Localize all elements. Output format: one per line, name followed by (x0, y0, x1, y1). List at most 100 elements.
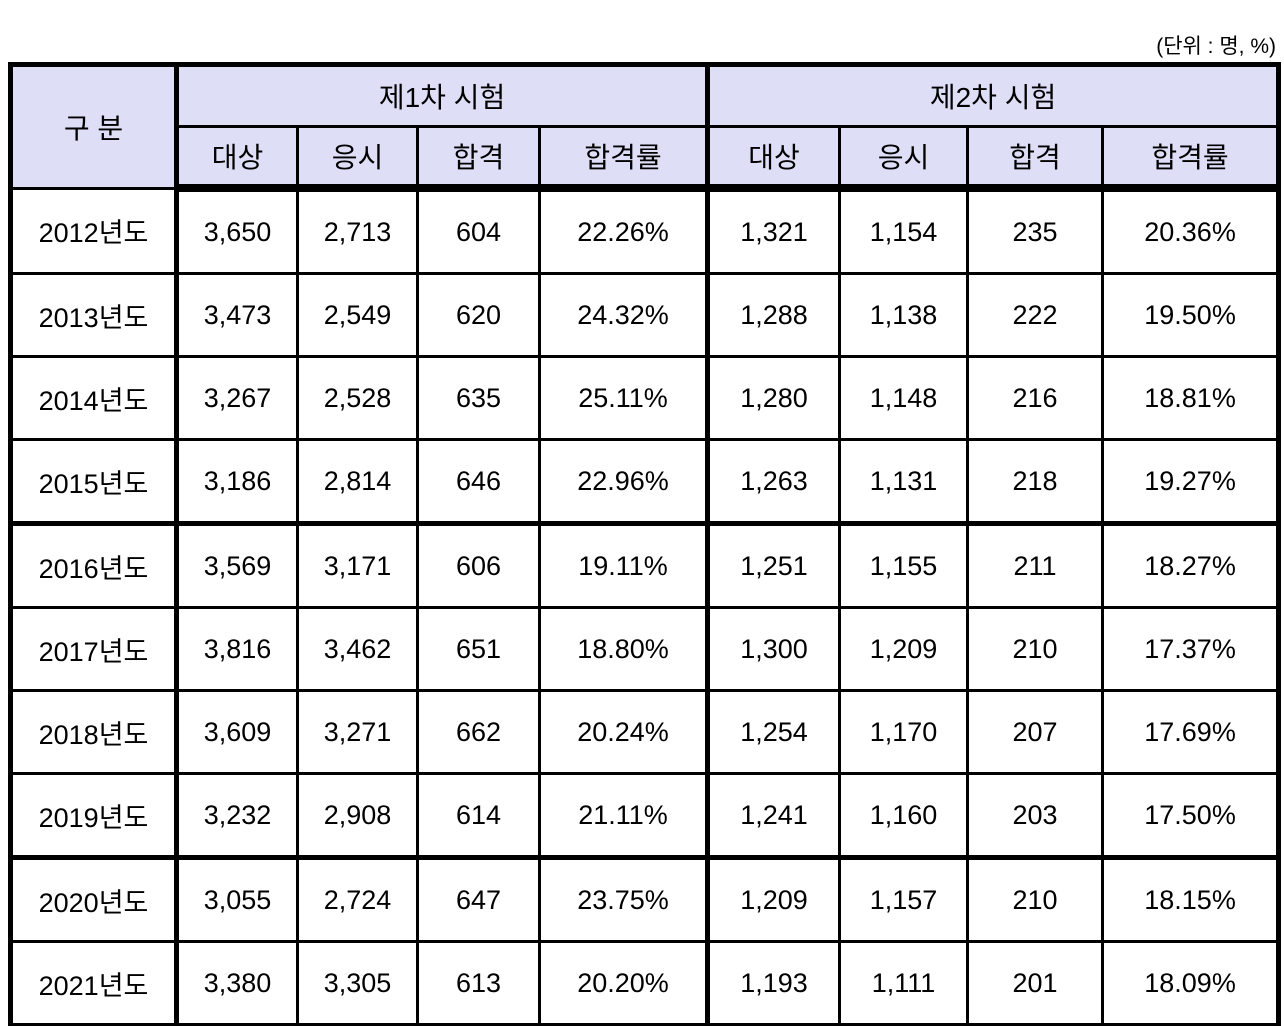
value-cell: 3,816 (174, 606, 299, 692)
value-cell: 2,549 (296, 272, 419, 358)
unit-label: (단위 : 명, %) (1156, 35, 1276, 58)
value-cell: 3,380 (174, 940, 299, 1026)
value-cell: 1,321 (705, 186, 842, 275)
value-cell: 1,148 (838, 355, 970, 441)
value-cell: 211 (966, 522, 1105, 609)
value-cell: 20.24% (537, 689, 710, 775)
value-cell: 19.50% (1101, 272, 1281, 358)
value-cell: 201 (966, 940, 1105, 1026)
value-cell: 18.15% (1101, 856, 1281, 943)
value-cell: 1,111 (838, 940, 970, 1026)
year-cell: 2013년도 (9, 272, 178, 358)
value-cell: 210 (966, 856, 1105, 943)
value-cell: 23.75% (537, 856, 710, 943)
header-exam1-passed: 합격 (416, 125, 541, 192)
value-cell: 3,186 (174, 438, 299, 526)
value-cell: 2,814 (296, 438, 419, 526)
value-cell: 647 (416, 856, 541, 943)
value-cell: 2,908 (296, 772, 419, 860)
value-cell: 2,528 (296, 355, 419, 441)
value-cell: 1,263 (705, 438, 842, 526)
value-cell: 1,251 (705, 522, 842, 609)
table-row: 2014년도 3,267 2,528 635 25.11% 1,280 1,148 216 18… (9, 355, 1281, 441)
value-cell: 1,280 (705, 355, 842, 441)
table-row: 2021년도 3,380 3,305 613 20.20% 1,193 1,111 201 18… (9, 940, 1281, 1026)
value-cell: 17.37% (1101, 606, 1281, 692)
value-cell: 3,462 (296, 606, 419, 692)
value-cell: 235 (966, 186, 1105, 275)
value-cell: 216 (966, 355, 1105, 441)
value-cell: 3,271 (296, 689, 419, 775)
value-cell: 1,138 (838, 272, 970, 358)
value-cell: 3,609 (174, 689, 299, 775)
value-cell: 1,157 (838, 856, 970, 943)
value-cell: 606 (416, 522, 541, 609)
value-cell: 1,254 (705, 689, 842, 775)
year-cell: 2018년도 (9, 689, 178, 775)
header-exam1-applied: 응시 (296, 125, 419, 192)
header-exam1-pass-rate: 합격률 (537, 125, 710, 192)
value-cell: 203 (966, 772, 1105, 860)
value-cell: 651 (416, 606, 541, 692)
value-cell: 1,154 (838, 186, 970, 275)
value-cell: 22.96% (537, 438, 710, 526)
value-cell: 218 (966, 438, 1105, 526)
value-cell: 1,170 (838, 689, 970, 775)
table-body: 2012년도 3,650 2,713 604 22.26% 1,321 1,154 235 20… (9, 186, 1281, 1026)
table-row: 2015년도 3,186 2,814 646 22.96% 1,263 1,131 218 19… (9, 438, 1281, 526)
value-cell: 604 (416, 186, 541, 275)
table-row: 2018년도 3,609 3,271 662 20.24% 1,254 1,170 207 17… (9, 689, 1281, 775)
value-cell: 20.20% (537, 940, 710, 1026)
table-header: 구 분 제1차 시험 제2차 시험 대상 응시 합격 합격률 대상 응시 합격 … (9, 63, 1281, 192)
value-cell: 1,241 (705, 772, 842, 860)
year-cell: 2021년도 (9, 940, 178, 1026)
table-row: 2013년도 3,473 2,549 620 24.32% 1,288 1,138 222 19… (9, 272, 1281, 358)
header-exam2-group: 제2차 시험 (705, 63, 1281, 128)
value-cell: 3,055 (174, 856, 299, 943)
value-cell: 24.32% (537, 272, 710, 358)
value-cell: 1,300 (705, 606, 842, 692)
value-cell: 620 (416, 272, 541, 358)
header-exam1-target: 대상 (174, 125, 299, 192)
value-cell: 3,171 (296, 522, 419, 609)
year-cell: 2012년도 (9, 186, 178, 275)
value-cell: 1,131 (838, 438, 970, 526)
header-exam2-target: 대상 (705, 125, 842, 192)
value-cell: 1,209 (838, 606, 970, 692)
value-cell: 1,193 (705, 940, 842, 1026)
value-cell: 3,232 (174, 772, 299, 860)
value-cell: 207 (966, 689, 1105, 775)
year-cell: 2017년도 (9, 606, 178, 692)
table-row: 2012년도 3,650 2,713 604 22.26% 1,321 1,154 235 20… (9, 186, 1281, 275)
value-cell: 3,569 (174, 522, 299, 609)
value-cell: 3,473 (174, 272, 299, 358)
value-cell: 1,209 (705, 856, 842, 943)
value-cell: 1,160 (838, 772, 970, 860)
value-cell: 18.81% (1101, 355, 1281, 441)
value-cell: 2,724 (296, 856, 419, 943)
value-cell: 18.09% (1101, 940, 1281, 1026)
value-cell: 210 (966, 606, 1105, 692)
value-cell: 2,713 (296, 186, 419, 275)
table-row: 2019년도 3,232 2,908 614 21.11% 1,241 1,160 203 17… (9, 772, 1281, 860)
year-cell: 2016년도 (9, 522, 178, 609)
header-group-row: 구 분 제1차 시험 제2차 시험 (9, 63, 1281, 190)
value-cell: 1,288 (705, 272, 842, 358)
value-cell: 17.69% (1101, 689, 1281, 775)
header-exam1-group: 제1차 시험 (173, 63, 710, 128)
value-cell: 18.27% (1101, 522, 1281, 609)
year-cell: 2014년도 (9, 355, 178, 441)
value-cell: 17.50% (1101, 772, 1281, 860)
header-category: 구 분 (9, 63, 178, 190)
exam-statistics-table: 구 분 제1차 시험 제2차 시험 대상 응시 합격 합격률 대상 응시 합격 … (8, 62, 1282, 1026)
value-cell: 18.80% (537, 606, 710, 692)
value-cell: 3,305 (296, 940, 419, 1026)
value-cell: 613 (416, 940, 541, 1026)
value-cell: 222 (966, 272, 1105, 358)
table-row: 2016년도 3,569 3,171 606 19.11% 1,251 1,155 211 18… (9, 522, 1281, 609)
year-cell: 2019년도 (9, 772, 178, 860)
header-exam2-applied: 응시 (838, 125, 970, 192)
table-row: 2020년도 3,055 2,724 647 23.75% 1,209 1,157 210 18… (9, 856, 1281, 943)
value-cell: 25.11% (537, 355, 710, 441)
